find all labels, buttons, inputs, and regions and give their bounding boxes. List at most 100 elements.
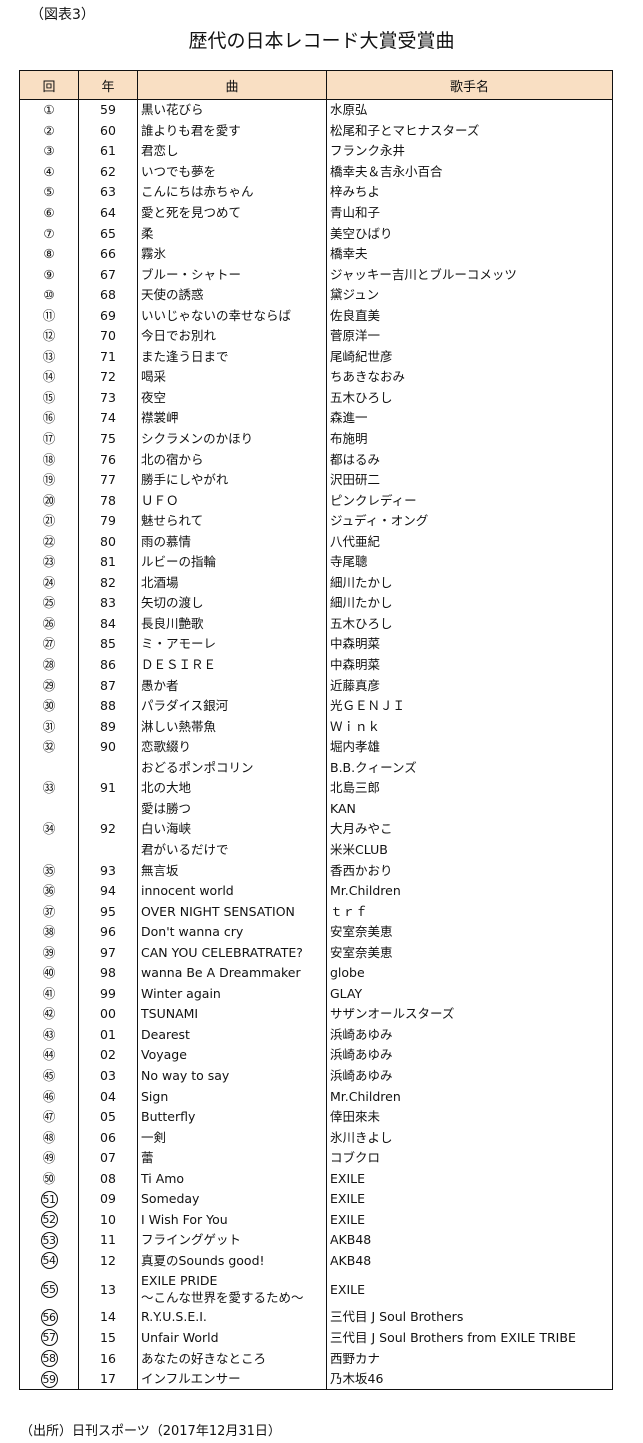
row-number: ㊹: [19, 1045, 79, 1066]
header-artist: 歌手名: [326, 70, 613, 100]
row-artist: 浜崎あゆみ: [326, 1045, 613, 1066]
row-number: [19, 757, 79, 779]
row-artist: EXILE: [326, 1168, 613, 1189]
circled-number: 51: [40, 1190, 58, 1208]
table-row: ㊼ 05 Butterfly 倖田來未: [19, 1106, 613, 1128]
row-song: Don't wanna cry: [137, 921, 327, 943]
row-year: 14: [78, 1307, 138, 1328]
row-song: innocent world: [137, 880, 327, 902]
table-row: ㉗ 85 ミ・アモーレ 中森明菜: [19, 634, 613, 655]
row-artist: 美空ひばり: [326, 223, 613, 244]
table-row: ㊶ 99 Winter again GLAY: [19, 983, 613, 1005]
header-song: 曲: [137, 70, 327, 100]
source-note: （出所）日刊スポーツ（2017年12月31日）: [20, 1424, 281, 1439]
table-row: ⑭ 72 喝采 ちあきなおみ: [19, 367, 613, 388]
row-number: 54: [19, 1250, 79, 1272]
row-song: 淋しい熱帯魚: [137, 716, 327, 737]
table-row: ㉛ 89 淋しい熱帯魚 Ｗｉｎｋ: [19, 716, 613, 737]
row-number: 52: [19, 1209, 79, 1231]
row-song: wanna Be A Dreammaker: [137, 962, 327, 984]
table-row: ㊷ 00 TSUNAMI サザンオールスターズ: [19, 1004, 613, 1025]
row-song: 愛と死を見つめて: [137, 202, 327, 224]
table-row: ⑨ 67 ブルー・シャトー ジャッキー吉川とブルーコメッツ: [19, 264, 613, 285]
table-row: ⑲ 77 勝手にしやがれ 沢田研二: [19, 469, 613, 491]
row-song: 夜空: [137, 387, 327, 409]
row-song: TSUNAMI: [137, 1004, 327, 1025]
row-artist: ｔｒｆ: [326, 901, 613, 922]
table-row: ⑰ 75 シクラメンのかほり 布施明: [19, 428, 613, 450]
row-number: ㉞: [19, 819, 79, 840]
table-row: ㊾ 07 蕾コブクロ: [19, 1147, 613, 1169]
table-row: ⑳ 78 ＵＦＯ ピンクレディー: [19, 490, 613, 511]
row-song: 蕾: [137, 1147, 327, 1169]
row-song: 真夏のSounds good!: [137, 1250, 327, 1272]
header-no: 回: [19, 70, 79, 100]
row-number: ⑨: [19, 264, 79, 285]
row-song: インフルエンサー: [137, 1368, 327, 1390]
row-year: 81: [78, 552, 138, 573]
row-song: Voyage: [137, 1045, 327, 1066]
row-song: 勝手にしやがれ: [137, 469, 327, 491]
row-year: 00: [78, 1004, 138, 1025]
table-row: ㊻ 04 Sign Mr.Children: [19, 1086, 613, 1107]
row-artist: 五木ひろし: [326, 387, 613, 409]
row-year: 82: [78, 572, 138, 594]
row-song: 誰よりも君を愛す: [137, 120, 327, 142]
row-year: 65: [78, 223, 138, 244]
row-number: 53: [19, 1230, 79, 1251]
row-artist: 三代目 J Soul Brothers from EXILE TRIBE: [326, 1327, 613, 1349]
row-song: 無言坂: [137, 860, 327, 881]
table-row: ㉕ 83 矢切の渡し 細川たかし: [19, 593, 613, 614]
row-artist: globe: [326, 962, 613, 984]
row-artist: 三代目 J Soul Brothers: [326, 1307, 613, 1328]
row-artist: 寺尾聰: [326, 552, 613, 573]
row-song: 喝采: [137, 367, 327, 388]
table-row: ㊹ 02 Voyage 浜崎あゆみ: [19, 1045, 613, 1066]
table-row: ㉚ 88 パラダイス銀河 光ＧＥＮＪＩ: [19, 695, 613, 717]
row-year: [78, 757, 138, 779]
row-number: 57: [19, 1327, 79, 1349]
row-year: 91: [78, 778, 138, 799]
row-song: Winter again: [137, 983, 327, 1005]
row-song: いつでも夢を: [137, 161, 327, 183]
row-song: ルビーの指輪: [137, 552, 327, 573]
row-artist: 倖田來未: [326, 1106, 613, 1128]
row-year: 02: [78, 1045, 138, 1066]
row-year: 62: [78, 161, 138, 183]
row-artist: 黛ジュン: [326, 284, 613, 306]
row-song: CAN YOU CELEBRATRATE?: [137, 942, 327, 963]
row-year: 64: [78, 202, 138, 224]
page-title: 歴代の日本レコード大賞受賞曲: [188, 30, 455, 52]
row-year: [78, 839, 138, 861]
row-year: 79: [78, 510, 138, 532]
row-number: ㊽: [19, 1127, 79, 1148]
row-song: No way to say: [137, 1065, 327, 1087]
table-row: ④ 62 いつでも夢を 橋幸夫＆吉永小百合: [19, 161, 613, 183]
table-row: ㉓ 81 ルビーの指輪 寺尾聰: [19, 552, 613, 573]
row-number: 59: [19, 1368, 79, 1390]
row-song: 長良川艶歌: [137, 613, 327, 635]
row-artist: 浜崎あゆみ: [326, 1065, 613, 1087]
table-row: ㉞ 92 白い海峡 大月みやこ: [19, 819, 613, 840]
row-artist: ピンクレディー: [326, 490, 613, 511]
row-year: 70: [78, 326, 138, 347]
row-song: I Wish For You: [137, 1209, 327, 1231]
table-row: ㉒ 80 雨の慕情 八代亜紀: [19, 531, 613, 553]
table-row: ㉑ 79 魅せられて ジュディ・オング: [19, 510, 613, 532]
row-artist: 中森明菜: [326, 654, 613, 676]
table-header: 回 年 曲 歌手名: [19, 70, 613, 100]
row-number: ㉑: [19, 510, 79, 532]
row-number: ㊴: [19, 942, 79, 963]
row-song: こんにちは赤ちゃん: [137, 182, 327, 203]
row-year: 98: [78, 962, 138, 984]
table-row: 52 10 I Wish For You EXILE: [19, 1209, 613, 1231]
row-song: ＤＥＳＩＲＥ: [137, 654, 327, 676]
row-artist: ジャッキー吉川とブルーコメッツ: [326, 264, 613, 285]
row-year: 59: [78, 99, 138, 121]
table-row: ㊲ 95 OVER NIGHT SENSATION ｔｒｆ: [19, 901, 613, 922]
table-row: おどるポンポコリン B.B.クィーンズ: [19, 757, 613, 779]
row-artist: EXILE: [326, 1188, 613, 1210]
row-artist: 西野カナ: [326, 1348, 613, 1369]
row-year: 85: [78, 634, 138, 655]
row-year: 09: [78, 1188, 138, 1210]
